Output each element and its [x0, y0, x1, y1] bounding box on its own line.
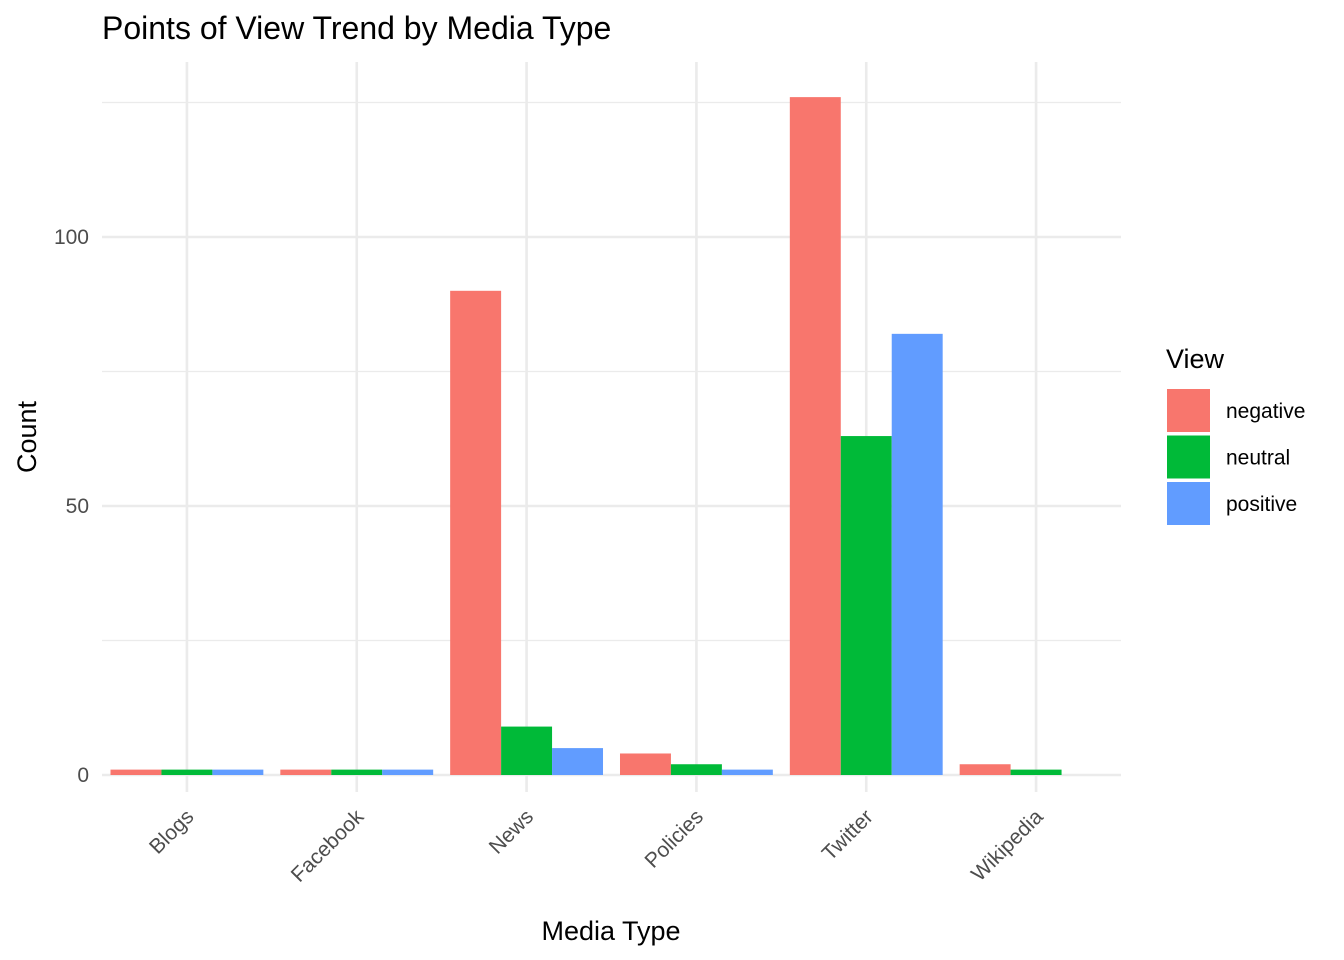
- bar-positive-blogs: [212, 769, 264, 775]
- y-tick-label: 100: [54, 226, 89, 249]
- bar-positive-twitter: [891, 333, 943, 775]
- bar-neutral-wikipedia: [1010, 769, 1062, 775]
- bar-neutral-blogs: [161, 769, 213, 775]
- x-tick-label: Twitter: [818, 805, 878, 865]
- legend-key-neutral: [1167, 435, 1210, 479]
- bar-positive-news: [552, 748, 604, 775]
- chart-title: Points of View Trend by Media Type: [102, 10, 611, 46]
- x-tick-label: Facebook: [287, 805, 369, 887]
- bar-negative-blogs: [110, 769, 162, 775]
- bar-neutral-twitter: [840, 436, 892, 775]
- bar-positive-policies: [721, 769, 773, 775]
- x-axis-ticks: Blogs Facebook News Policies Twitter Wikipedi…: [145, 805, 1048, 887]
- y-axis-title: Count: [12, 400, 42, 473]
- bar-negative-news: [450, 290, 502, 775]
- x-tick-label: Blogs: [145, 805, 198, 858]
- legend-label-positive: positive: [1226, 493, 1297, 516]
- legend-label-negative: negative: [1226, 400, 1305, 423]
- x-axis-title: Media Type: [541, 916, 680, 946]
- legend-label-neutral: neutral: [1226, 447, 1290, 470]
- bars: [110, 97, 1062, 776]
- legend-key-negative: [1167, 389, 1210, 432]
- bar-negative-wikipedia: [959, 764, 1011, 775]
- y-tick-label: 50: [66, 495, 89, 518]
- bar-neutral-facebook: [331, 769, 383, 775]
- y-axis-ticks: 0 50 100: [54, 226, 89, 787]
- bar-neutral-news: [501, 726, 553, 775]
- x-tick-label: News: [485, 805, 538, 858]
- bar-neutral-policies: [670, 764, 722, 775]
- x-tick-label: Policies: [641, 805, 708, 872]
- grid: [102, 62, 1121, 792]
- legend-title: View: [1166, 344, 1225, 374]
- legend-key-positive: [1167, 482, 1210, 525]
- bar-negative-facebook: [280, 769, 332, 775]
- bar-negative-twitter: [789, 97, 841, 776]
- legend: View negative neutral positive: [1166, 344, 1305, 525]
- x-tick-label: Wikipedia: [967, 805, 1048, 886]
- y-tick-label: 0: [77, 764, 89, 787]
- bar-positive-facebook: [382, 769, 434, 775]
- bar-negative-policies: [619, 753, 671, 775]
